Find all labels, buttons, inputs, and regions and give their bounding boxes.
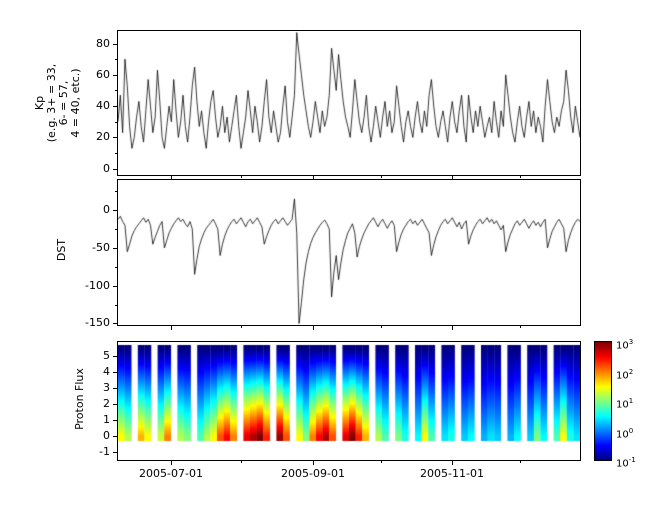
tick-mark — [113, 169, 117, 170]
y-tick-label: 2 — [103, 397, 110, 410]
colorbar-label-base: 10 — [616, 340, 629, 352]
tick-mark — [452, 461, 453, 465]
tick-mark — [113, 75, 117, 76]
tick-mark — [115, 267, 117, 268]
tick-mark — [113, 323, 117, 324]
y-tick-label: -150 — [85, 316, 110, 329]
kp-panel — [117, 30, 581, 176]
colorbar-tick-label: 100 — [616, 424, 634, 441]
y-tick-label: 3 — [103, 381, 110, 394]
y-tick-label: 4 — [103, 365, 110, 378]
tick-mark — [113, 388, 117, 389]
tick-mark — [115, 305, 117, 306]
tick-mark — [313, 326, 314, 330]
tick-mark — [115, 90, 117, 91]
y-tick-label: 0 — [103, 162, 110, 175]
tick-mark — [113, 210, 117, 211]
tick-mark — [113, 248, 117, 249]
colorbar-label-base: 10 — [616, 429, 629, 441]
tick-mark — [241, 461, 242, 463]
colorbar-label-exponent: 3 — [628, 338, 634, 346]
y-tick-label: 40 — [96, 99, 110, 112]
proton-flux-heatmap-canvas — [118, 342, 580, 460]
tick-mark — [115, 229, 117, 230]
y-tick-label: 5 — [103, 349, 110, 362]
tick-mark — [171, 326, 172, 330]
tick-mark — [113, 420, 117, 421]
tick-mark — [381, 176, 382, 178]
y-tick-label: 0 — [103, 429, 110, 442]
colorbar-label-exponent: 1 — [628, 397, 634, 405]
x-tick-label: 2005-09-01 — [281, 467, 345, 480]
colorbar-label-exponent: 2 — [628, 368, 634, 376]
tick-mark — [113, 452, 117, 453]
tick-mark — [520, 326, 521, 328]
tick-mark — [113, 106, 117, 107]
tick-mark — [113, 436, 117, 437]
y-tick-label: 60 — [96, 68, 110, 81]
tick-mark — [113, 404, 117, 405]
colorbar-label-exponent: 0 — [628, 427, 634, 435]
tick-mark — [241, 326, 242, 328]
dst-panel — [117, 179, 581, 326]
y-tick-label: 80 — [96, 37, 110, 50]
y-tick-label: -50 — [92, 241, 110, 254]
y-tick-label: 1 — [103, 413, 110, 426]
colorbar-canvas — [595, 342, 611, 460]
colorbar-tick-label: 103 — [616, 335, 634, 352]
x-tick-label: 2005-11-01 — [420, 467, 484, 480]
y-tick-label: 0 — [103, 203, 110, 216]
tick-mark — [171, 461, 172, 465]
tick-mark — [313, 176, 314, 180]
tick-mark — [113, 372, 117, 373]
y-tick-label: -100 — [85, 279, 110, 292]
colorbar — [594, 341, 612, 461]
tick-mark — [113, 286, 117, 287]
kp-plot-canvas — [118, 31, 580, 175]
colorbar-label-base: 10 — [616, 399, 629, 411]
tick-mark — [115, 59, 117, 60]
tick-mark — [115, 191, 117, 192]
proton-flux-panel — [117, 341, 581, 461]
tick-mark — [452, 176, 453, 180]
tick-mark — [115, 122, 117, 123]
tick-mark — [113, 44, 117, 45]
tick-mark — [520, 176, 521, 178]
x-tick-label: 2005-07-01 — [139, 467, 203, 480]
tick-mark — [381, 326, 382, 328]
colorbar-label-exponent: -1 — [628, 456, 636, 464]
colorbar-tick-label: 102 — [616, 365, 634, 382]
colorbar-tick-label: 10-1 — [616, 453, 636, 470]
tick-mark — [241, 176, 242, 178]
y-tick-label: 20 — [96, 130, 110, 143]
tick-mark — [381, 461, 382, 463]
tick-mark — [171, 176, 172, 180]
y-tick-label: -1 — [99, 445, 110, 458]
colorbar-tick-label: 101 — [616, 394, 634, 411]
tick-mark — [115, 153, 117, 154]
tick-mark — [313, 461, 314, 465]
colorbar-label-base: 10 — [616, 458, 629, 470]
tick-mark — [520, 461, 521, 463]
tick-mark — [113, 356, 117, 357]
dst-plot-canvas — [118, 180, 580, 325]
tick-mark — [452, 326, 453, 330]
colorbar-label-base: 10 — [616, 370, 629, 382]
tick-mark — [113, 137, 117, 138]
